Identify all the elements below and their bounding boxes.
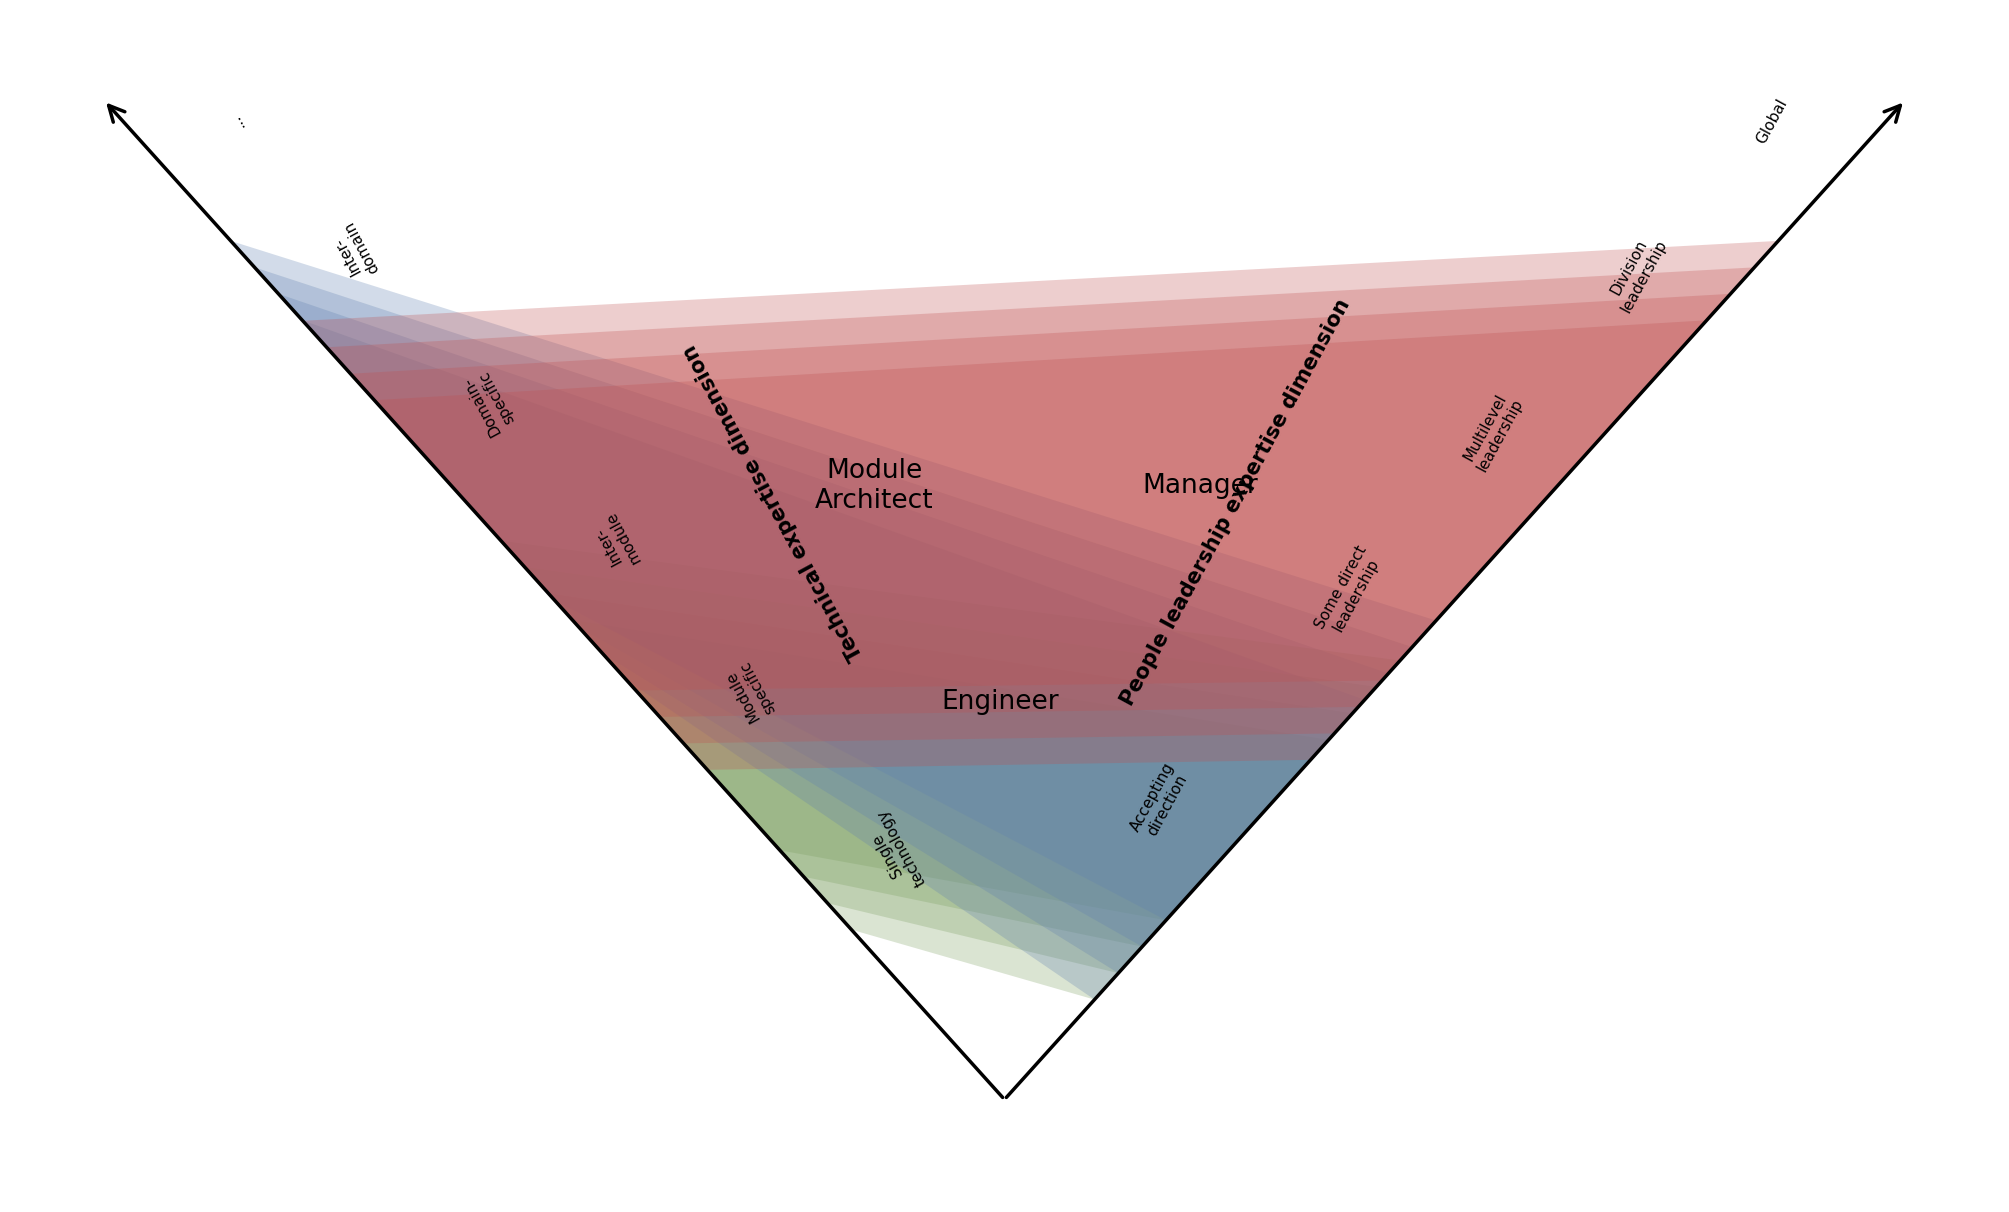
Text: Technical expertise dimension: Technical expertise dimension (681, 342, 868, 664)
Text: Multilevel
leadership: Multilevel leadership (1459, 388, 1527, 474)
Polygon shape (231, 241, 1436, 920)
Text: Accepting
direction: Accepting direction (1127, 760, 1191, 842)
Text: Manager: Manager (1143, 473, 1258, 498)
Text: Module
specific: Module specific (721, 658, 777, 725)
Text: Module
Architect: Module Architect (816, 458, 934, 514)
Text: Global: Global (1754, 97, 1790, 147)
Polygon shape (500, 541, 1400, 920)
Polygon shape (301, 320, 1364, 1000)
Text: Inter-
module: Inter- module (587, 508, 643, 574)
Polygon shape (350, 293, 1730, 743)
Polygon shape (327, 268, 1754, 718)
Polygon shape (524, 567, 1376, 947)
Polygon shape (374, 320, 1708, 770)
Polygon shape (548, 594, 1352, 973)
Polygon shape (255, 268, 1412, 947)
Text: Engineer: Engineer (942, 690, 1059, 715)
Polygon shape (279, 293, 1388, 973)
Polygon shape (303, 241, 1778, 691)
Polygon shape (573, 621, 1328, 1000)
Text: Domain-
specific: Domain- specific (460, 365, 518, 438)
Text: Some direct
leadership: Some direct leadership (1312, 543, 1384, 640)
Text: ...: ... (227, 112, 247, 132)
Text: Inter-
domain: Inter- domain (325, 218, 382, 285)
Text: People leadership expertise dimension: People leadership expertise dimension (1117, 296, 1354, 709)
Text: Single
technology: Single technology (860, 806, 928, 896)
Text: Division
leadership: Division leadership (1603, 229, 1669, 315)
